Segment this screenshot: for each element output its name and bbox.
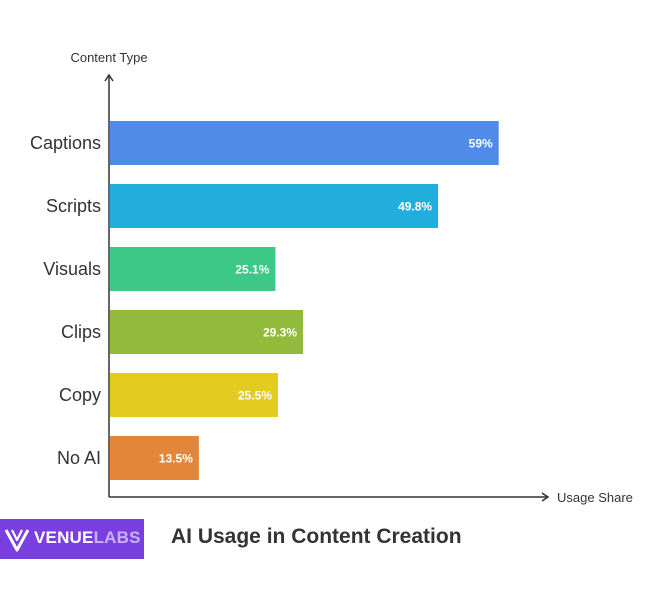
bar-copy <box>110 373 278 417</box>
bar-value-label: 25.1% <box>235 263 269 277</box>
category-label: Copy <box>59 385 101 405</box>
bar-value-label: 59% <box>469 137 493 151</box>
category-label: No AI <box>57 448 101 468</box>
bars-group: 59% Captions 49.8% Scripts 25.1% Visuals 29.3%… <box>30 121 499 480</box>
bar-value-label: 29.3% <box>263 326 297 340</box>
bar-clips <box>110 310 303 354</box>
bar-chart: Content Type Usage Share 59% Captions 49.8… <box>30 50 633 505</box>
venuelabs-logo: VENUELABS <box>0 519 144 559</box>
category-label: Scripts <box>46 196 101 216</box>
chart-title: AI Usage in Content Creation <box>171 525 462 548</box>
category-label: Captions <box>30 133 101 153</box>
logo-text-part1: VENUE <box>34 528 94 547</box>
category-label: Visuals <box>43 259 101 279</box>
bar-no-ai <box>110 436 199 480</box>
logo-text-part2: LABS <box>93 528 141 547</box>
category-label: Clips <box>61 322 101 342</box>
venuelabs-v-icon <box>4 529 30 552</box>
bar-value-label: 13.5% <box>159 452 193 466</box>
bar-value-label: 25.5% <box>238 389 272 403</box>
bar-scripts <box>110 184 439 228</box>
bar-visuals <box>110 247 276 291</box>
x-axis-label: Usage Share <box>557 490 633 505</box>
bar-captions <box>110 121 499 165</box>
logo-text: VENUELABS <box>34 528 141 548</box>
y-axis-label: Content Type <box>70 50 147 65</box>
bar-value-label: 49.8% <box>398 200 432 214</box>
